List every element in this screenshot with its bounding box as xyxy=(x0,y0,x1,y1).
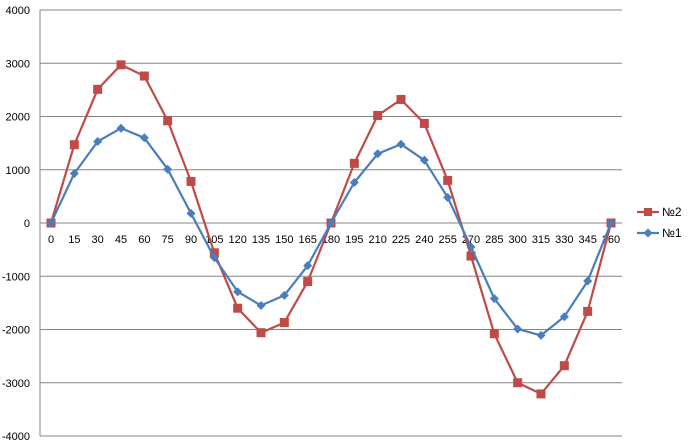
series-group xyxy=(46,60,616,399)
data-point xyxy=(536,330,546,340)
data-point xyxy=(209,253,219,263)
data-point xyxy=(559,312,569,322)
data-point xyxy=(583,306,593,316)
y-axis-tick-labels: -4000 -3000 -2000 -1000 0 1000 2000 3000 4000 xyxy=(2,5,30,443)
data-point xyxy=(396,94,406,104)
y-tick-label: -3000 xyxy=(2,378,30,390)
data-point xyxy=(279,318,289,328)
data-point xyxy=(349,178,359,188)
x-tick-label: 150 xyxy=(275,234,293,246)
data-point xyxy=(396,139,406,149)
x-tick-label: 165 xyxy=(298,234,316,246)
data-point xyxy=(116,60,126,70)
x-tick-label: 345 xyxy=(578,234,596,246)
data-point xyxy=(163,164,173,174)
data-point xyxy=(186,208,196,218)
data-point xyxy=(443,175,453,185)
legend-marker xyxy=(644,208,652,216)
x-tick-label: 60 xyxy=(138,234,150,246)
x-tick-label: 135 xyxy=(252,234,270,246)
data-point xyxy=(443,192,453,202)
x-tick-label: 225 xyxy=(392,234,410,246)
data-point xyxy=(373,110,383,120)
data-point xyxy=(513,378,523,388)
data-point xyxy=(326,218,336,228)
x-tick-label: 120 xyxy=(228,234,246,246)
x-tick-label: 45 xyxy=(115,234,127,246)
x-tick-label: 255 xyxy=(438,234,456,246)
data-point xyxy=(116,123,126,133)
y-tick-label: 2000 xyxy=(6,112,30,124)
legend-marker xyxy=(643,228,653,238)
x-tick-label: 330 xyxy=(555,234,573,246)
legend: №2 №1 xyxy=(637,205,682,240)
data-point xyxy=(139,71,149,81)
legend-item: №2 xyxy=(637,205,682,219)
data-point xyxy=(559,361,569,371)
x-tick-label: 75 xyxy=(162,234,174,246)
data-point xyxy=(419,118,429,128)
y-tick-label: 3000 xyxy=(6,58,30,70)
series-line xyxy=(50,127,613,337)
data-point xyxy=(46,218,56,228)
data-point xyxy=(256,301,266,311)
data-point xyxy=(233,303,243,313)
x-tick-label: 15 xyxy=(68,234,80,246)
data-point xyxy=(163,116,173,126)
data-point xyxy=(93,84,103,94)
x-tick-label: 30 xyxy=(92,234,104,246)
data-point xyxy=(513,324,523,334)
data-point xyxy=(303,277,313,287)
data-point xyxy=(373,149,383,159)
series-1 xyxy=(46,60,616,399)
y-tick-label: 0 xyxy=(24,218,30,230)
data-point xyxy=(419,155,429,165)
data-point xyxy=(466,242,476,252)
y-tick-label: -4000 xyxy=(2,431,30,443)
data-point xyxy=(489,329,499,339)
data-point xyxy=(583,276,593,286)
data-point xyxy=(279,290,289,300)
x-tick-label: 90 xyxy=(185,234,197,246)
data-point xyxy=(186,176,196,186)
x-tick-label: 0 xyxy=(48,234,54,246)
data-point xyxy=(349,158,359,168)
data-point xyxy=(233,287,243,297)
gridlines xyxy=(40,9,622,437)
x-tick-label: 195 xyxy=(345,234,363,246)
x-tick-label: 300 xyxy=(508,234,526,246)
y-tick-label: -1000 xyxy=(2,271,30,283)
data-point xyxy=(303,261,313,271)
data-point xyxy=(93,137,103,147)
data-point xyxy=(69,168,79,178)
x-tick-label: 315 xyxy=(532,234,550,246)
legend-item: №1 xyxy=(637,226,682,240)
x-tick-label: 210 xyxy=(368,234,386,246)
legend-label: №2 xyxy=(662,205,682,219)
data-point xyxy=(489,294,499,304)
y-tick-label: -2000 xyxy=(2,325,30,337)
legend-label: №1 xyxy=(662,226,682,240)
series-line xyxy=(49,63,613,395)
x-tick-label: 285 xyxy=(485,234,503,246)
data-point xyxy=(536,389,546,399)
series-2 xyxy=(46,123,616,340)
data-point xyxy=(256,328,266,338)
y-tick-label: 1000 xyxy=(6,165,30,177)
data-point xyxy=(606,218,616,228)
y-tick-label: 4000 xyxy=(6,5,30,17)
data-point xyxy=(69,140,79,150)
x-tick-label: 240 xyxy=(415,234,433,246)
data-point xyxy=(139,133,149,143)
